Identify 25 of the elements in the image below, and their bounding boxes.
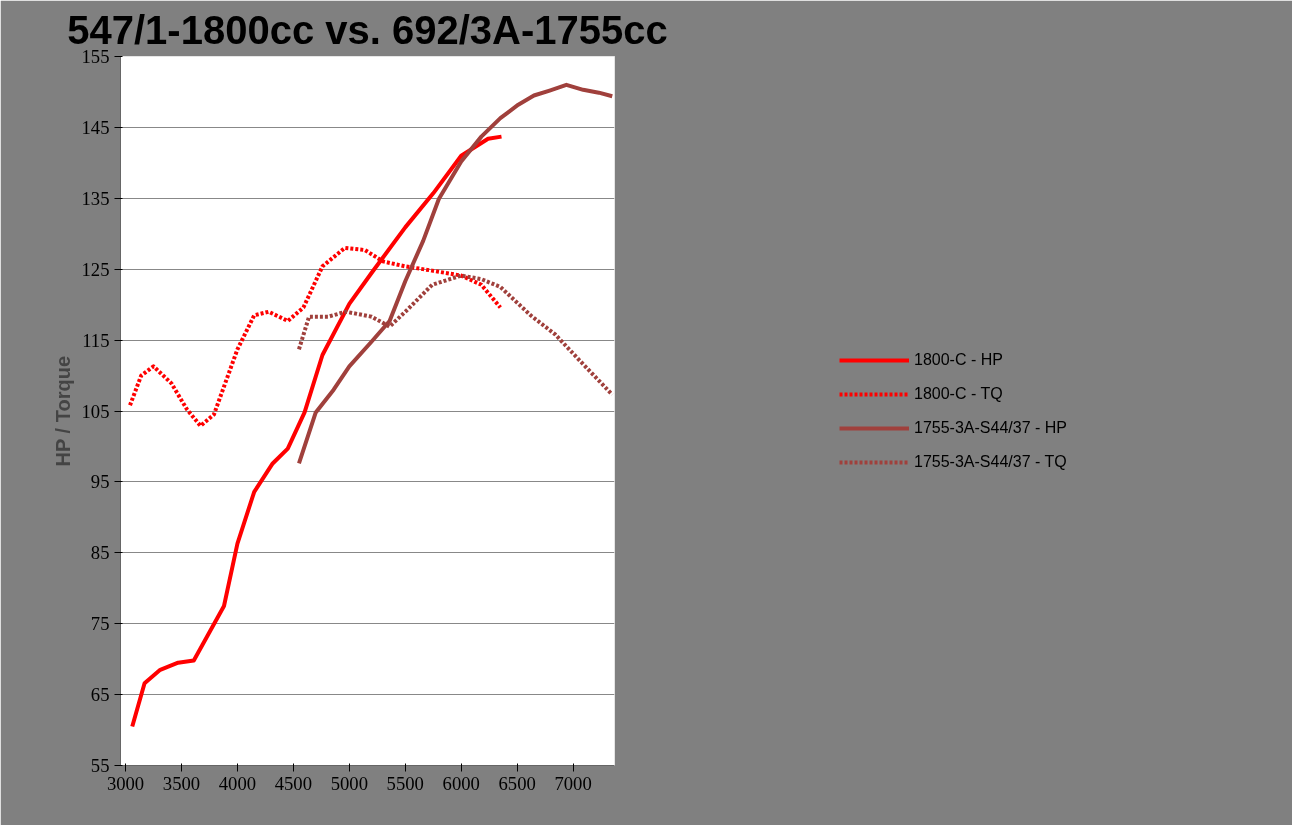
y-tick-label: 85 [90, 542, 110, 564]
legend-label: 1800-C - HP [914, 350, 1003, 369]
y-tick-label: 75 [90, 613, 110, 635]
x-tick-label: 7000 [554, 772, 592, 794]
x-tick-label: 6500 [498, 772, 536, 794]
x-tick-label: 5500 [386, 772, 424, 794]
x-tick-label: 4000 [218, 772, 257, 794]
line-series [296, 82, 615, 466]
legend-label: 1755-3A-S44/37 - TQ [914, 452, 1067, 471]
x-tick-label: 6000 [442, 772, 480, 794]
legend-label: 1755-3A-S44/37 - HP [914, 418, 1067, 437]
y-tick-label: 125 [81, 258, 110, 280]
y-tick-label: 95 [90, 471, 110, 493]
y-tick-label: 135 [81, 187, 110, 209]
x-tick-label: 5000 [330, 772, 368, 794]
y-tick-label: 105 [81, 400, 110, 422]
y-tick-label: 155 [81, 46, 110, 67]
legend-label: 1800-C - TQ [914, 384, 1003, 403]
y-tick-label: 145 [81, 116, 110, 138]
x-tick-label: 3500 [162, 772, 201, 794]
y-tick-label: 65 [90, 684, 110, 706]
x-tick-label: 4500 [274, 772, 313, 794]
line-series [130, 134, 504, 729]
y-axis-title: HP / Torque [51, 355, 74, 467]
y-tick-label: 115 [82, 329, 110, 351]
